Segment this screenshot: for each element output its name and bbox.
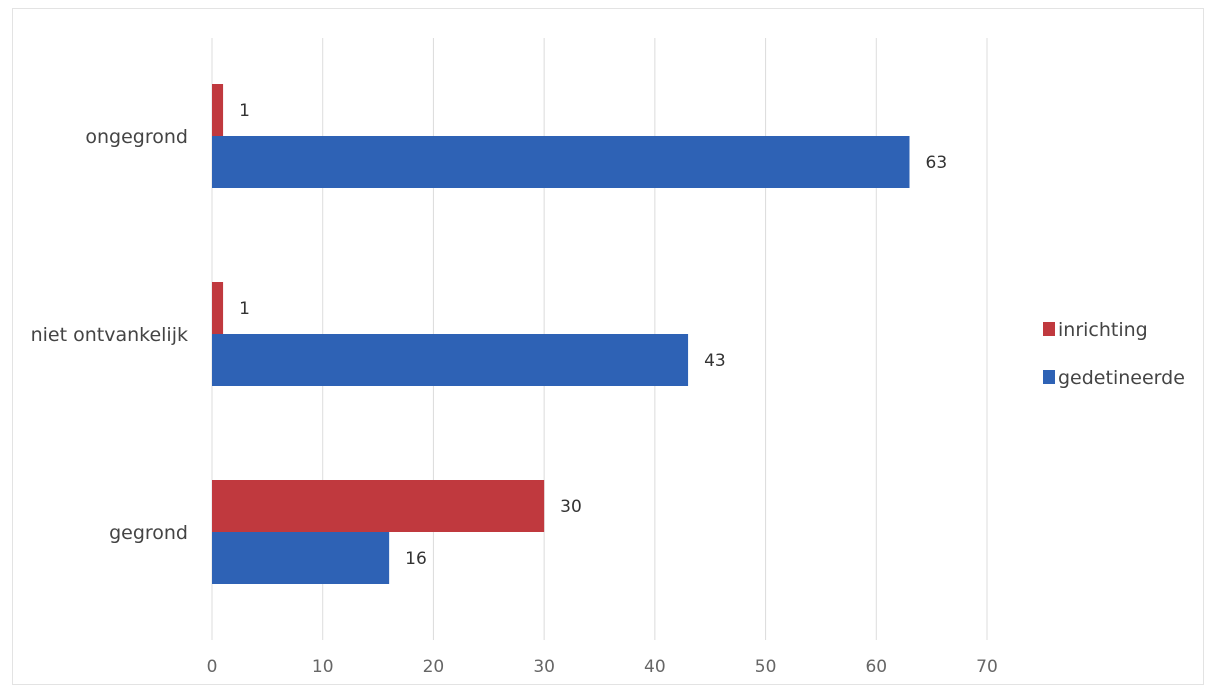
data-label: 16 (405, 549, 427, 569)
data-label: 43 (704, 351, 726, 371)
bar-inrichting (212, 282, 224, 334)
category-label: gegrond (109, 522, 188, 544)
legend-label: inrichting (1058, 319, 1148, 341)
x-tick-label: 50 (755, 657, 777, 677)
data-label: 1 (239, 101, 250, 121)
data-label: 1 (239, 299, 250, 319)
data-label: 63 (926, 153, 948, 173)
bar-inrichting (212, 84, 224, 136)
chart-frame (12, 8, 1204, 685)
x-tick-label: 20 (423, 657, 445, 677)
legend-label: gedetineerde (1058, 367, 1185, 389)
x-tick-label: 60 (865, 657, 887, 677)
category-label: niet ontvankelijk (31, 324, 188, 346)
x-tick-label: 0 (207, 657, 218, 677)
x-tick-label: 30 (533, 657, 555, 677)
legend-swatch (1043, 370, 1055, 384)
bar-gedetineerde (212, 136, 910, 188)
x-tick-label: 70 (976, 657, 998, 677)
bar-gedetineerde (212, 532, 390, 584)
data-label: 30 (560, 497, 582, 517)
x-tick-label: 40 (644, 657, 666, 677)
bar-gedetineerde (212, 334, 689, 386)
bar-inrichting (212, 480, 545, 532)
legend-swatch (1043, 322, 1055, 336)
category-label: ongegrond (85, 126, 188, 148)
x-tick-label: 10 (312, 657, 334, 677)
